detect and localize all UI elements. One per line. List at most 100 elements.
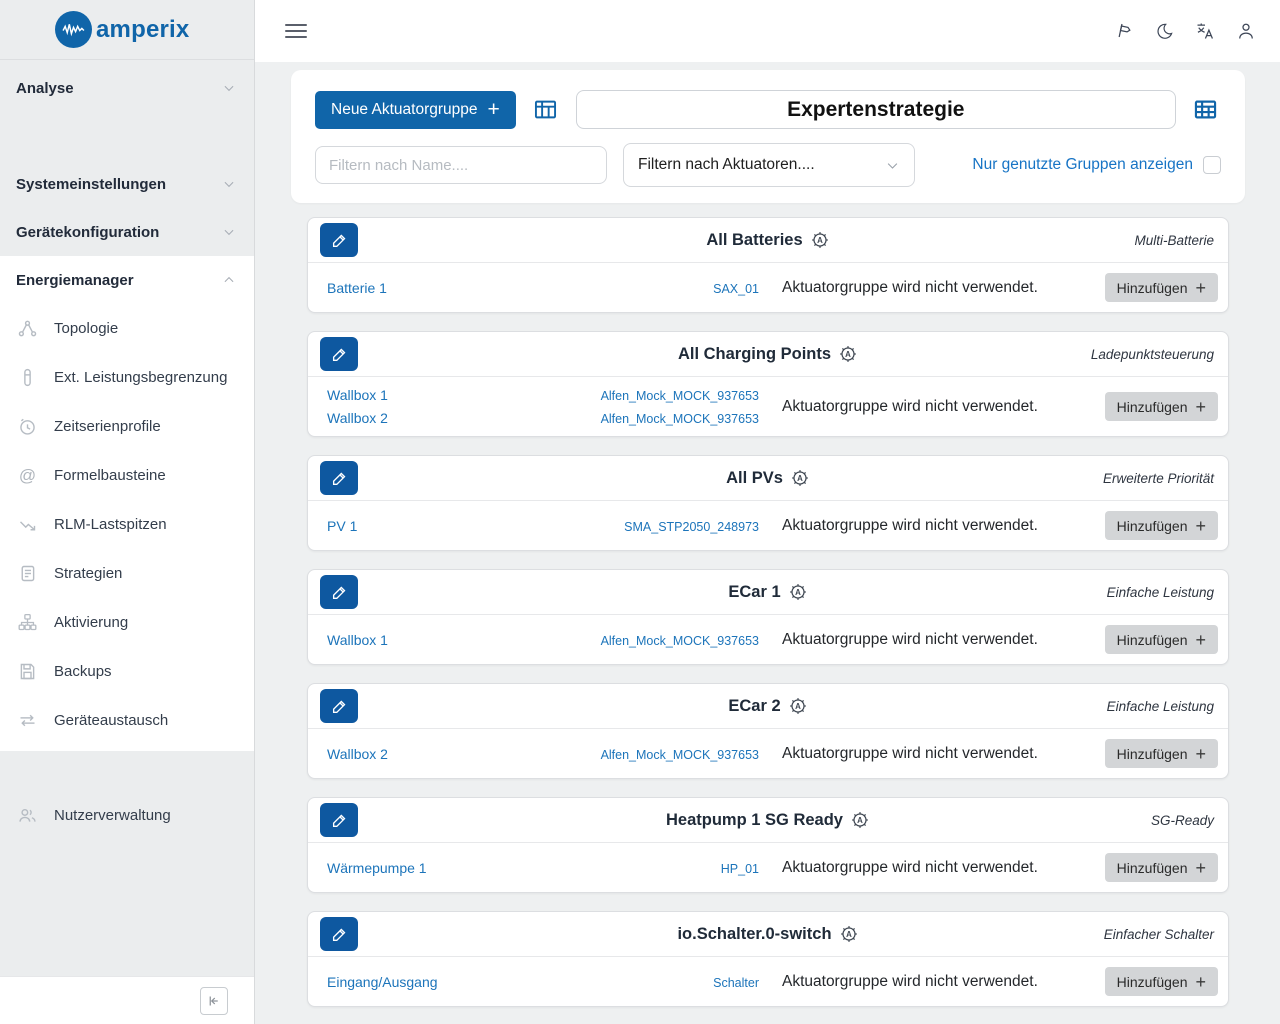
actuator-group-card-ecar-1: ECar 1 A Einfache Leistung bbox=[307, 569, 1229, 665]
sidebar-item-ext-leistungsbegrenzung[interactable]: Ext. Leistungsbegrenzung bbox=[0, 353, 254, 402]
device-link[interactable]: Wallbox 1 bbox=[327, 631, 388, 648]
group-type-label: Einfache Leistung bbox=[1106, 698, 1214, 714]
group-type-label: Ladepunktsteuerung bbox=[1090, 346, 1214, 362]
collapse-sidebar-button[interactable] bbox=[200, 986, 228, 1015]
device-link[interactable]: Wallbox 2 bbox=[327, 745, 388, 762]
sidebar-item-strategien[interactable]: Strategien bbox=[0, 549, 254, 598]
plus-icon: + bbox=[1195, 515, 1206, 536]
sidebar-section-systemeinstellungen[interactable]: Systemeinstellungen bbox=[0, 160, 254, 208]
add-group-button[interactable]: Hinzufügen + bbox=[1104, 967, 1218, 996]
section-label: Analyse bbox=[16, 79, 74, 97]
device-list: Eingang/Ausgang Schalter bbox=[327, 974, 759, 990]
device-list: Wallbox 1 Alfen_Mock_MOCK_937653 bbox=[327, 632, 759, 648]
filter-actuators-label: Filtern nach Aktuatoren.... bbox=[638, 156, 815, 173]
svg-text:A: A bbox=[795, 588, 801, 597]
sidebar-item-topologie[interactable]: Topologie bbox=[0, 304, 254, 353]
device-id: SMA_STP2050_248973 bbox=[624, 519, 759, 534]
filter-name-input[interactable] bbox=[315, 146, 607, 184]
show-used-only-label[interactable]: Nur genutzte Gruppen anzeigen bbox=[972, 156, 1193, 173]
signpost-icon[interactable] bbox=[1111, 19, 1135, 43]
device-link[interactable]: Eingang/Ausgang bbox=[327, 973, 438, 990]
group-title-text: All PVs bbox=[726, 468, 783, 487]
card-header: All Batteries A Multi-Batterie bbox=[308, 218, 1228, 263]
sidebar-section-energiemanager[interactable]: Energiemanager bbox=[0, 256, 254, 304]
chevron-down-icon bbox=[222, 225, 236, 239]
sidebar-item-aktivierung[interactable]: Aktivierung bbox=[0, 598, 254, 647]
chevron-down-icon bbox=[222, 81, 236, 95]
edit-group-button[interactable] bbox=[320, 575, 358, 609]
device-row: Wallbox 1 Alfen_Mock_MOCK_937653 bbox=[327, 387, 759, 403]
section-label: Energiemanager bbox=[16, 271, 134, 289]
device-link[interactable]: PV 1 bbox=[327, 517, 358, 534]
pencil-icon bbox=[330, 925, 349, 944]
device-link[interactable]: Wallbox 2 bbox=[327, 410, 388, 426]
auto-gear-badge-icon: A bbox=[788, 696, 808, 716]
nav-item-label: Formelbausteine bbox=[54, 467, 166, 484]
add-group-button[interactable]: Hinzufügen + bbox=[1104, 739, 1218, 768]
filter-actuators-select[interactable]: Filtern nach Aktuatoren.... bbox=[623, 143, 915, 187]
card-header: All Charging Points A Ladepunktsteuerung bbox=[308, 332, 1228, 377]
device-link[interactable]: Wärmepumpe 1 bbox=[327, 859, 427, 876]
new-actuator-group-label: Neue Aktuatorgruppe bbox=[331, 100, 478, 118]
new-actuator-group-button[interactable]: Neue Aktuatorgruppe + bbox=[315, 90, 516, 129]
sidebar-section-geraetekonfiguration[interactable]: Gerätekonfiguration bbox=[0, 208, 254, 256]
sidebar-item-rlm-lastspitzen[interactable]: RLM-Lastspitzen bbox=[0, 500, 254, 549]
card-body: Eingang/Ausgang Schalter Aktuatorgruppe … bbox=[308, 957, 1228, 1006]
add-button-label: Hinzufügen bbox=[1116, 517, 1188, 534]
edit-group-button[interactable] bbox=[320, 461, 358, 495]
device-link[interactable]: Batterie 1 bbox=[327, 279, 387, 296]
dark-mode-moon-icon[interactable] bbox=[1152, 19, 1176, 43]
main-area: Neue Aktuatorgruppe + bbox=[255, 0, 1280, 1024]
show-used-only: Nur genutzte Gruppen anzeigen bbox=[972, 156, 1221, 174]
sidebar-item-formelbausteine[interactable]: @ Formelbausteine bbox=[0, 451, 254, 500]
group-status-text: Aktuatorgruppe wird nicht verwendet. bbox=[782, 972, 1038, 990]
add-group-button[interactable]: Hinzufügen + bbox=[1104, 625, 1218, 654]
power-limit-icon bbox=[17, 367, 38, 388]
actuator-group-card-heatpump-1-sg-ready: Heatpump 1 SG Ready A SG-Ready bbox=[307, 797, 1229, 893]
sidebar: amperix Analyse Systemeinstellungen Gerä… bbox=[0, 0, 255, 1024]
group-status-text: Aktuatorgruppe wird nicht verwendet. bbox=[782, 744, 1038, 762]
edit-group-button[interactable] bbox=[320, 917, 358, 951]
sidebar-section-analyse[interactable]: Analyse bbox=[0, 64, 254, 112]
plus-icon: + bbox=[1195, 629, 1206, 650]
pencil-icon bbox=[330, 345, 349, 364]
table-view-icon-right[interactable] bbox=[1192, 96, 1220, 124]
hamburger-icon[interactable] bbox=[285, 24, 307, 38]
add-button-label: Hinzufügen bbox=[1116, 973, 1188, 990]
nav-item-label: RLM-Lastspitzen bbox=[54, 516, 167, 533]
nav-item-label: Geräteaustausch bbox=[54, 712, 169, 729]
auto-gear-badge-icon: A bbox=[839, 924, 859, 944]
actuator-group-list: All Batteries A Multi-Batterie bbox=[307, 217, 1229, 1024]
sidebar-item-backups[interactable]: Backups bbox=[0, 647, 254, 696]
actuator-group-card-ecar-2: ECar 2 A Einfache Leistung bbox=[307, 683, 1229, 779]
sidebar-section-energiemanager-expanded: Energiemanager Topologie bbox=[0, 256, 254, 751]
edit-group-button[interactable] bbox=[320, 803, 358, 837]
chevron-down-icon bbox=[885, 158, 900, 173]
add-group-button[interactable]: Hinzufügen + bbox=[1104, 392, 1218, 421]
group-title-text: All Batteries bbox=[706, 230, 803, 249]
device-link[interactable]: Wallbox 1 bbox=[327, 387, 388, 403]
add-button-label: Hinzufügen bbox=[1116, 859, 1188, 876]
edit-group-button[interactable] bbox=[320, 223, 358, 257]
show-used-only-checkbox[interactable] bbox=[1203, 156, 1221, 174]
nav-item-label: Backups bbox=[54, 663, 112, 680]
add-group-button[interactable]: Hinzufügen + bbox=[1104, 273, 1218, 302]
backups-icon bbox=[17, 661, 38, 682]
strategy-name-input[interactable] bbox=[575, 90, 1176, 129]
group-status-text: Aktuatorgruppe wird nicht verwendet. bbox=[782, 516, 1038, 534]
language-translate-icon[interactable] bbox=[1193, 19, 1217, 43]
sidebar-item-nutzerverwaltung[interactable]: Nutzerverwaltung bbox=[0, 791, 254, 840]
add-group-button[interactable]: Hinzufügen + bbox=[1104, 511, 1218, 540]
user-icon[interactable] bbox=[1234, 19, 1258, 43]
add-group-button[interactable]: Hinzufügen + bbox=[1104, 853, 1218, 882]
edit-group-button[interactable] bbox=[320, 689, 358, 723]
formula-icon: @ bbox=[18, 465, 37, 485]
edit-group-button[interactable] bbox=[320, 337, 358, 371]
content: Neue Aktuatorgruppe + bbox=[255, 62, 1280, 1024]
sidebar-item-geraeteaustausch[interactable]: Geräteaustausch bbox=[0, 696, 254, 745]
toolbar-panel: Neue Aktuatorgruppe + bbox=[291, 70, 1245, 203]
sidebar-item-zeitserienprofile[interactable]: Zeitserienprofile bbox=[0, 402, 254, 451]
add-button-label: Hinzufügen bbox=[1116, 279, 1188, 296]
activation-icon bbox=[17, 612, 38, 633]
table-view-icon[interactable] bbox=[532, 96, 560, 124]
